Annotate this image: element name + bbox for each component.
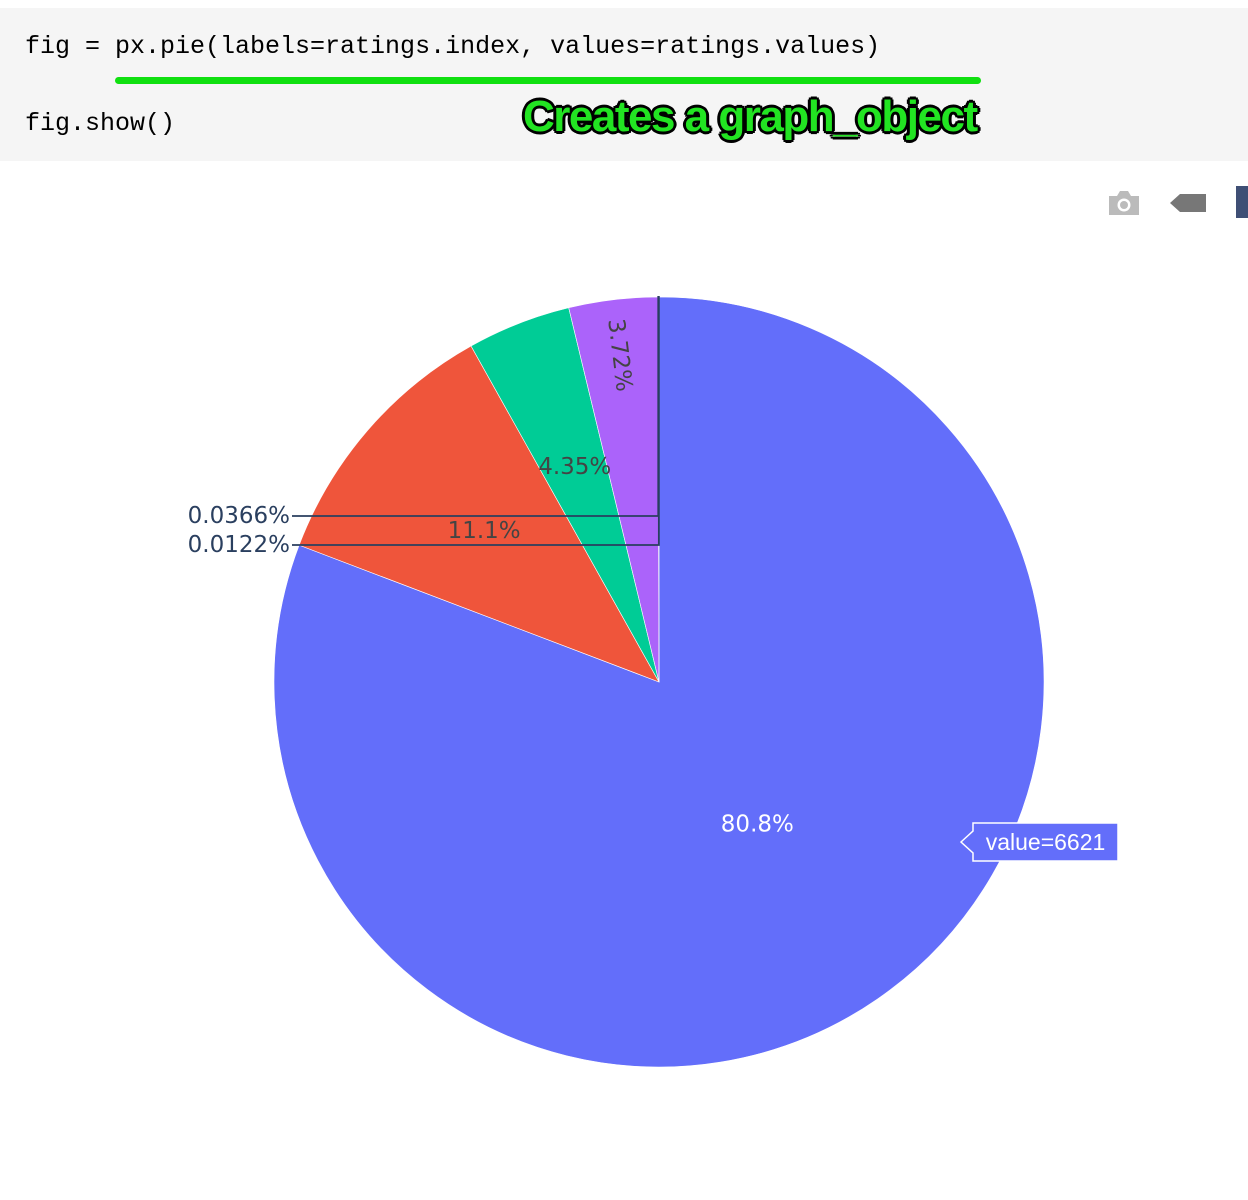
slice-label-5: 0.0366% bbox=[188, 503, 290, 529]
code-cell[interactable]: fig = px.pie(labels=ratings.index, value… bbox=[0, 8, 1248, 161]
hover-text: value=6621 bbox=[986, 829, 1106, 855]
camera-icon[interactable] bbox=[1106, 188, 1142, 218]
hover-box bbox=[959, 822, 1119, 862]
annotation-underline bbox=[115, 77, 981, 84]
plotly-logo-icon[interactable] bbox=[1236, 186, 1248, 218]
leader-line-6 bbox=[292, 296, 660, 546]
slice-label-6: 0.0122% bbox=[188, 532, 290, 558]
slice-label-3: 4.35% bbox=[538, 454, 611, 480]
plot-modebar bbox=[1100, 184, 1248, 224]
pie-slice-2[interactable] bbox=[298, 345, 660, 683]
tag-icon[interactable] bbox=[1170, 193, 1208, 213]
annotation-label: Creates a graph_object bbox=[523, 92, 978, 141]
slice-label-2: 11.1% bbox=[448, 518, 521, 544]
pie-labels: 80.8%11.1%4.35%3.72%0.0366%0.0122% bbox=[188, 296, 794, 838]
hover-tooltip: value=6621 bbox=[959, 822, 1119, 862]
code-line-show: fig.show() bbox=[25, 109, 176, 138]
pie-slices bbox=[273, 296, 1045, 1068]
code-line-pie: fig = px.pie(labels=ratings.index, value… bbox=[25, 32, 881, 61]
slice-label-1: 80.8% bbox=[721, 812, 794, 838]
